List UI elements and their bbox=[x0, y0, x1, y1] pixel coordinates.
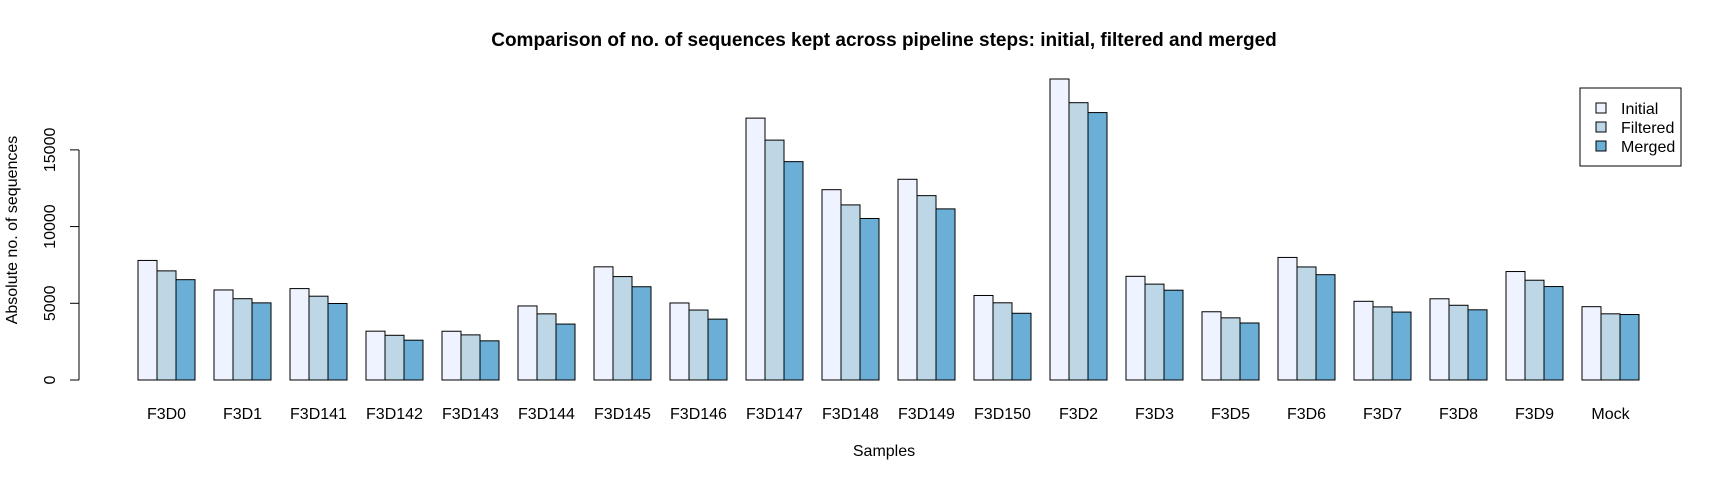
bar-filtered bbox=[1448, 304, 1469, 381]
bar-initial bbox=[1125, 275, 1146, 381]
legend-swatch bbox=[1595, 102, 1607, 114]
bar-filtered bbox=[1220, 317, 1241, 381]
bar-filtered bbox=[232, 298, 253, 381]
bar-filtered bbox=[156, 270, 177, 381]
bar-merged bbox=[1467, 309, 1488, 381]
x-tick-label: F3D5 bbox=[1211, 406, 1250, 423]
bar-merged bbox=[783, 161, 804, 381]
bar-merged bbox=[251, 302, 272, 381]
bar-initial bbox=[1505, 271, 1526, 381]
bar-filtered bbox=[916, 195, 937, 381]
x-tick-label: F3D148 bbox=[822, 406, 879, 423]
y-tick-label: 15000 bbox=[42, 128, 59, 173]
legend-swatch bbox=[1595, 121, 1607, 133]
y-tick-label: 10000 bbox=[42, 204, 59, 249]
bar-initial bbox=[137, 259, 158, 381]
bar-filtered bbox=[612, 276, 633, 381]
y-tick-label: 0 bbox=[42, 375, 59, 384]
bar-filtered bbox=[840, 204, 861, 381]
bar-initial bbox=[973, 294, 994, 381]
bar-merged bbox=[327, 303, 348, 381]
bar-merged bbox=[1619, 314, 1640, 381]
x-tick-label: F3D149 bbox=[898, 406, 955, 423]
bar-initial bbox=[1581, 306, 1602, 381]
x-tick-label: Mock bbox=[1591, 406, 1630, 423]
bar-merged bbox=[1543, 286, 1564, 381]
bar-initial bbox=[1353, 300, 1374, 381]
bar-initial bbox=[745, 117, 766, 381]
bar-merged bbox=[1239, 322, 1260, 381]
bar-filtered bbox=[1144, 283, 1165, 381]
x-tick-label: F3D6 bbox=[1287, 406, 1326, 423]
x-tick-label: F3D143 bbox=[442, 406, 499, 423]
bar-initial bbox=[213, 289, 234, 381]
plot-area: 0 5000 10000 15000 F3D0 F3D1 F3D141 F3D142 F3D14… bbox=[42, 78, 1640, 423]
y-tick-label: 5000 bbox=[42, 285, 59, 321]
bar-merged bbox=[707, 318, 728, 381]
x-tick-label: F3D8 bbox=[1439, 406, 1478, 423]
bar-filtered bbox=[764, 139, 785, 381]
bar-merged bbox=[1163, 289, 1184, 381]
bar-initial bbox=[669, 302, 690, 381]
bar-initial bbox=[1201, 311, 1222, 381]
x-tick-label: F3D1 bbox=[223, 406, 262, 423]
x-tick-label: F3D144 bbox=[518, 406, 575, 423]
bar-initial bbox=[365, 330, 386, 381]
x-tick-label: F3D0 bbox=[147, 406, 186, 423]
bar-initial bbox=[1429, 298, 1450, 381]
bar-merged bbox=[935, 208, 956, 381]
x-tick-label: F3D142 bbox=[366, 406, 423, 423]
bar-filtered bbox=[460, 334, 481, 381]
bar-merged bbox=[1391, 311, 1412, 381]
bar-merged bbox=[175, 279, 196, 381]
bar-filtered bbox=[1296, 266, 1317, 381]
bar-initial bbox=[1049, 78, 1070, 381]
x-tick-label: F3D147 bbox=[746, 406, 803, 423]
x-axis-label: Samples bbox=[853, 443, 915, 460]
chart-title: Comparison of no. of sequences kept acro… bbox=[491, 30, 1277, 51]
y-axis-label: Absolute no. of sequences bbox=[4, 136, 21, 325]
bar-filtered bbox=[688, 309, 709, 381]
bar-merged bbox=[1087, 112, 1108, 381]
bar-filtered bbox=[992, 302, 1013, 381]
bar-filtered bbox=[1372, 306, 1393, 381]
x-tick-label: F3D141 bbox=[290, 406, 347, 423]
bar-merged bbox=[403, 339, 424, 381]
bar-initial bbox=[517, 305, 538, 381]
x-tick-label: F3D3 bbox=[1135, 406, 1174, 423]
bar-merged bbox=[859, 217, 880, 381]
bar-merged bbox=[1011, 312, 1032, 381]
bar-filtered bbox=[308, 295, 329, 381]
bar-initial bbox=[1277, 256, 1298, 381]
x-tick-label: F3D2 bbox=[1059, 406, 1098, 423]
bar-merged bbox=[631, 286, 652, 381]
x-tick-label: F3D145 bbox=[594, 406, 651, 423]
x-tick-label: F3D150 bbox=[974, 406, 1031, 423]
bar-initial bbox=[821, 189, 842, 381]
legend-label: Merged bbox=[1621, 139, 1675, 156]
bar-filtered bbox=[384, 334, 405, 381]
legend-swatch bbox=[1595, 140, 1607, 152]
legend-label: Filtered bbox=[1621, 120, 1674, 137]
bar-filtered bbox=[536, 313, 557, 381]
bar-merged bbox=[479, 340, 500, 381]
bar-filtered bbox=[1524, 279, 1545, 381]
legend-label: Initial bbox=[1621, 101, 1658, 118]
bar-filtered bbox=[1068, 102, 1089, 381]
bar-initial bbox=[897, 178, 918, 381]
x-tick-label: F3D9 bbox=[1515, 406, 1554, 423]
x-tick-label: F3D146 bbox=[670, 406, 727, 423]
bar-merged bbox=[555, 323, 576, 381]
bar-initial bbox=[593, 266, 614, 381]
bar-filtered bbox=[1600, 313, 1621, 381]
x-tick-label: F3D7 bbox=[1363, 406, 1402, 423]
legend: Initial Filtered Merged bbox=[1579, 87, 1682, 167]
bar-merged bbox=[1315, 274, 1336, 381]
bar-initial bbox=[441, 330, 462, 381]
bar-initial bbox=[289, 288, 310, 381]
